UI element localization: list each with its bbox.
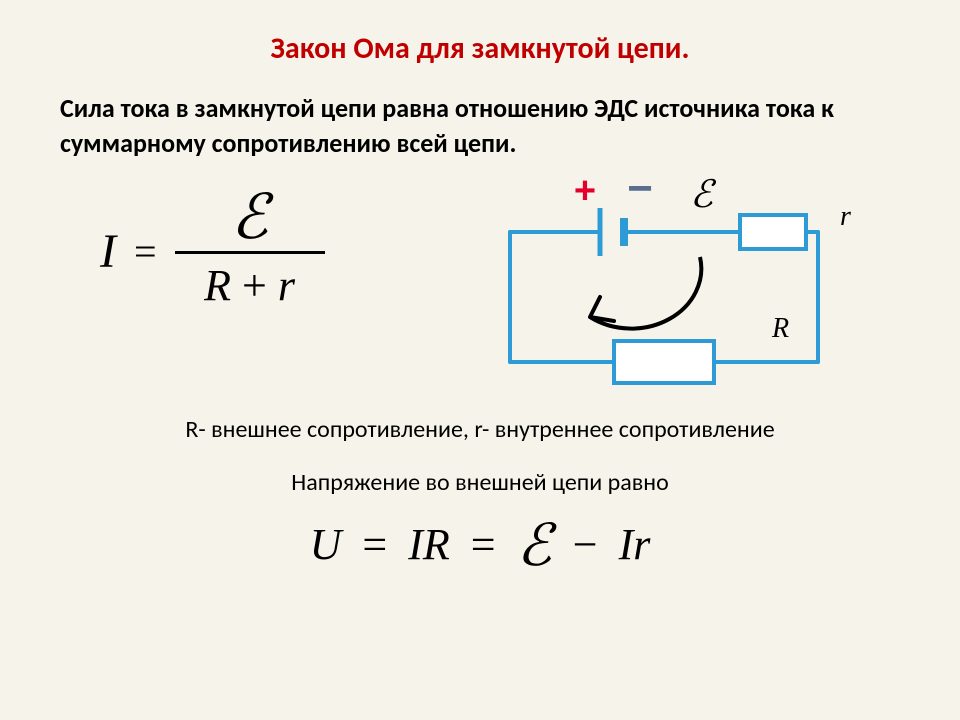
den-r: r bbox=[278, 261, 295, 310]
svg-text:−: − bbox=[627, 177, 653, 213]
den-R: R bbox=[204, 261, 231, 310]
fraction-bar bbox=[175, 251, 325, 254]
bf-minus: − bbox=[563, 520, 608, 569]
mid-row: I = ℰ R + r bbox=[60, 171, 900, 401]
svg-text:R: R bbox=[771, 313, 789, 344]
svg-text:+: + bbox=[574, 177, 596, 212]
fraction-num: ℰ bbox=[231, 191, 269, 247]
bf-IR: IR bbox=[408, 520, 450, 569]
subhead: Напряжение во внешней цепи равно bbox=[60, 468, 900, 497]
bf-U: U bbox=[310, 520, 342, 569]
legend-sep: , bbox=[463, 415, 474, 444]
bf-eps: ℰ bbox=[517, 513, 552, 578]
law-statement: Сила тока в замкнутой цепи равна отношен… bbox=[60, 91, 900, 161]
main-formula-area: I = ℰ R + r bbox=[60, 171, 480, 311]
circuit-diagram: + − ℰ r R bbox=[490, 177, 870, 397]
bottom-formula: U = IR = ℰ − Ir bbox=[60, 511, 900, 579]
svg-text:ℰ: ℰ bbox=[690, 177, 717, 216]
main-formula: I = ℰ R + r bbox=[60, 191, 480, 311]
legend-r: r- внутреннее сопротивление bbox=[474, 415, 774, 444]
den-plus: + bbox=[242, 261, 267, 310]
formula-eq: = bbox=[134, 228, 157, 275]
circuit-svg: + − ℰ r R bbox=[490, 177, 870, 397]
fraction: ℰ R + r bbox=[175, 191, 325, 311]
page-title: Закон Ома для замкнутой цепи. bbox=[60, 30, 900, 67]
formula-lhs: I bbox=[100, 224, 116, 279]
bf-eq1: = bbox=[352, 520, 397, 569]
fraction-den: R + r bbox=[204, 260, 295, 311]
bf-Ir: Ir bbox=[619, 520, 651, 569]
bf-eq2: = bbox=[461, 520, 506, 569]
svg-text:r: r bbox=[840, 201, 851, 232]
legend-R: R- внешнее сопротивление bbox=[185, 415, 463, 444]
legend: R- внешнее сопротивление, r- внутреннее … bbox=[60, 415, 900, 444]
circuit-diagram-area: + − ℰ r R bbox=[480, 171, 900, 401]
